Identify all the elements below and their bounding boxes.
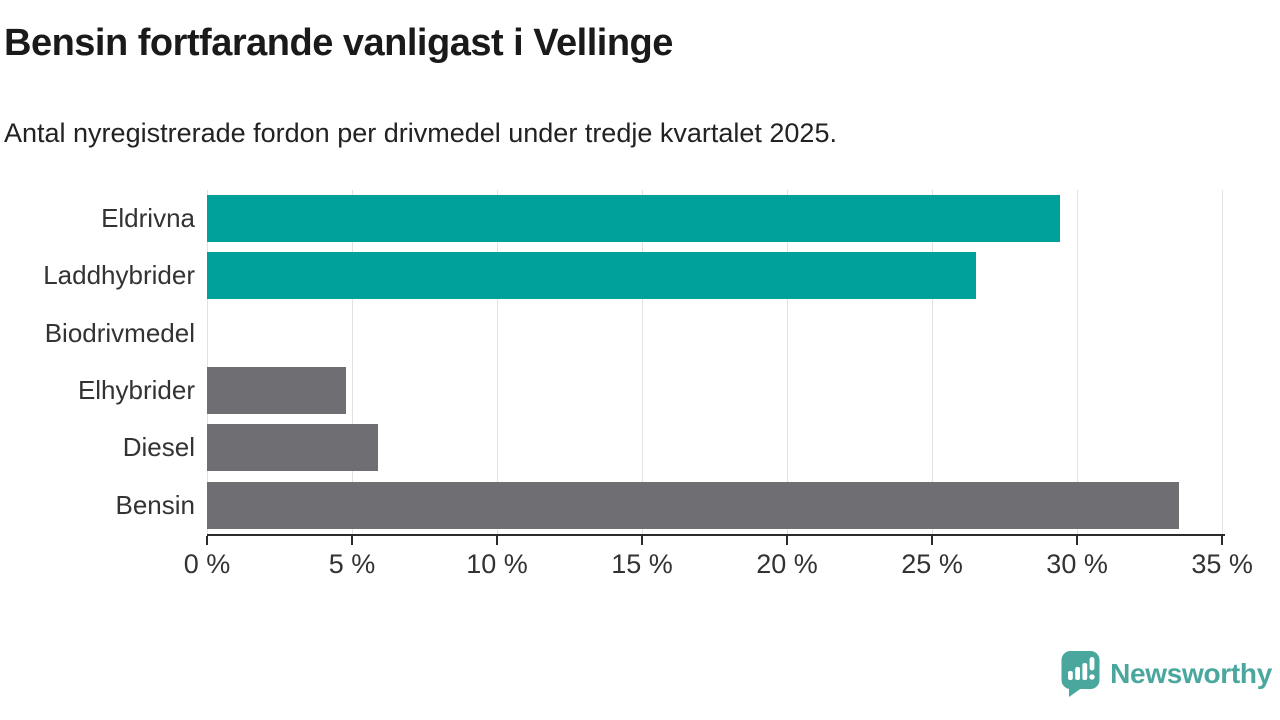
newsworthy-wordmark: Newsworthy — [1110, 657, 1272, 689]
bar-eldrivna — [207, 195, 1060, 242]
axis-tick — [1076, 536, 1079, 545]
chart-subtitle: Antal nyregistrerade fordon per drivmede… — [4, 118, 837, 148]
axis-tick-label: 20 % — [756, 549, 818, 579]
gridline-15 — [642, 190, 644, 534]
category-label: Biodrivmedel — [44, 317, 195, 348]
chart-row-eldrivna: Eldrivna — [0, 190, 1225, 247]
bar-chart: Eldrivna Laddhybrider Biodrivmedel Elhybrid… — [0, 190, 1253, 579]
category-label: Elhybrider — [77, 375, 195, 406]
gridline-35 — [1222, 190, 1224, 534]
bar-rows: Eldrivna Laddhybrider Biodrivmedel Elhybrid… — [0, 190, 1225, 534]
bar-bensin — [207, 481, 1179, 529]
bar-diesel — [207, 424, 379, 472]
newsworthy-logo: Newsworthy — [1060, 650, 1272, 697]
category-label: Bensin — [115, 489, 196, 520]
newsworthy-logo-icon — [1061, 651, 1100, 697]
gridline-0 — [207, 190, 208, 534]
axis-tick — [496, 536, 499, 545]
chart-row-bensin: Bensin — [0, 477, 1225, 534]
axis-tick-label: 15 % — [611, 549, 673, 579]
chart-title: Bensin fortfarande vanligast i Vellinge — [4, 22, 673, 64]
axis-tick-label: 10 % — [466, 549, 528, 579]
axis-tick-label: 25 % — [901, 549, 963, 579]
bar-track — [207, 305, 1225, 362]
axis-tick-label: 5 % — [328, 549, 376, 579]
axis-tick-label: 35 % — [1191, 549, 1253, 579]
chart-row-diesel: Diesel — [0, 419, 1225, 476]
gridline-20 — [787, 190, 789, 534]
chart-row-biodrivmedel: Biodrivmedel — [0, 305, 1225, 362]
axis-tick-label: 30 % — [1046, 549, 1108, 579]
bar-track — [207, 362, 1225, 419]
gridline-25 — [932, 190, 934, 534]
bar-laddhybrider — [207, 252, 976, 300]
category-label: Diesel — [122, 432, 195, 463]
axis-tick — [641, 536, 644, 545]
axis-tick — [786, 536, 789, 545]
chart-row-elhybrider: Elhybrider — [0, 362, 1225, 419]
bar-track — [207, 247, 1225, 304]
axis-tick — [206, 536, 208, 545]
axis-tick-label: 0 % — [183, 549, 231, 579]
chart-row-laddhybrider: Laddhybrider — [0, 247, 1225, 304]
gridline-30 — [1077, 190, 1079, 534]
category-label: Laddhybrider — [43, 260, 195, 291]
gridline-5 — [352, 190, 353, 534]
x-axis: 0 % 5 % 10 % 15 % 20 % 25 % 30 % 35 % — [184, 534, 1253, 579]
bar-track — [207, 419, 1225, 476]
bar-track — [207, 190, 1225, 247]
axis-tick — [351, 536, 353, 545]
axis-tick — [931, 536, 934, 545]
bar-track — [207, 477, 1225, 534]
bar-elhybrider — [207, 366, 347, 414]
gridline-10 — [497, 190, 499, 534]
category-label: Eldrivna — [101, 203, 195, 234]
axis-tick — [1221, 536, 1224, 545]
gridlines — [207, 190, 1225, 534]
